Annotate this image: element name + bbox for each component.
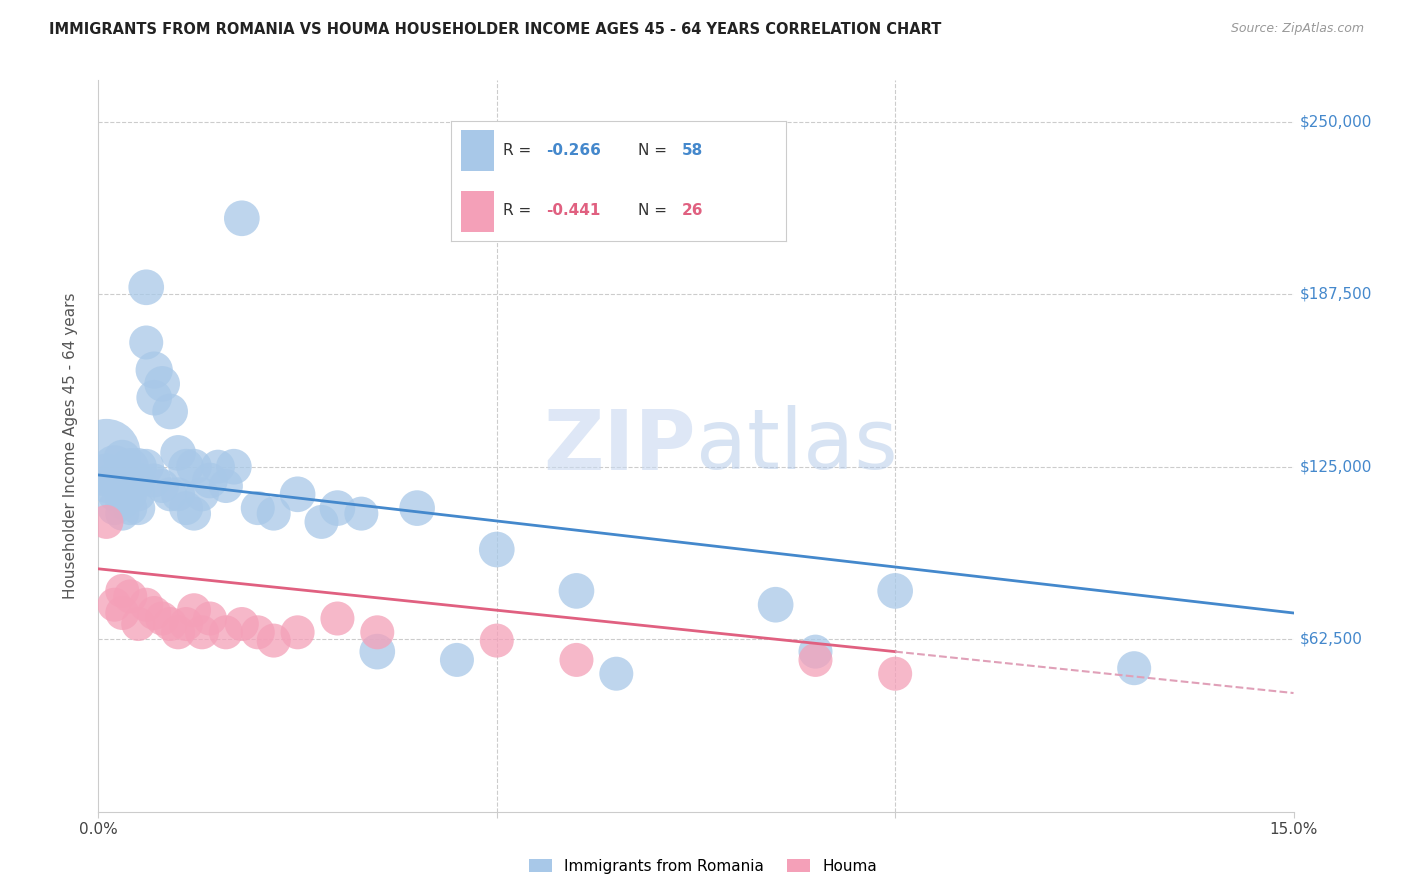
- Text: $125,000: $125,000: [1299, 459, 1372, 475]
- Point: [103, 487, 125, 501]
- Point: [120, 501, 142, 516]
- Point: [311, 515, 333, 529]
- Point: [263, 633, 285, 648]
- Point: [103, 459, 125, 474]
- Point: [198, 474, 221, 488]
- Point: [222, 459, 245, 474]
- Point: [127, 501, 149, 516]
- Point: [215, 625, 238, 640]
- Point: [406, 501, 429, 516]
- Point: [183, 507, 205, 521]
- Point: [159, 617, 181, 632]
- Point: [191, 487, 214, 501]
- Point: [605, 666, 627, 681]
- Point: [150, 376, 173, 391]
- Point: [127, 617, 149, 632]
- Point: [120, 487, 142, 501]
- Point: [884, 666, 907, 681]
- Point: [884, 583, 907, 598]
- Point: [150, 479, 173, 493]
- Point: [565, 653, 588, 667]
- Text: $250,000: $250,000: [1299, 114, 1372, 129]
- Point: [287, 487, 309, 501]
- Point: [127, 459, 149, 474]
- Point: [96, 467, 118, 482]
- Point: [350, 507, 373, 521]
- Point: [804, 645, 827, 659]
- Point: [127, 487, 149, 501]
- Point: [120, 474, 142, 488]
- Text: $62,500: $62,500: [1299, 632, 1362, 647]
- Point: [120, 459, 142, 474]
- Point: [143, 606, 166, 620]
- Point: [167, 625, 190, 640]
- Point: [103, 501, 125, 516]
- Point: [135, 598, 157, 612]
- Point: [366, 625, 388, 640]
- Point: [183, 459, 205, 474]
- Point: [135, 459, 157, 474]
- Point: [215, 479, 238, 493]
- Point: [231, 617, 253, 632]
- Text: $187,500: $187,500: [1299, 286, 1372, 301]
- Point: [198, 611, 221, 625]
- Point: [167, 446, 190, 460]
- Text: ZIP: ZIP: [544, 406, 696, 486]
- Point: [263, 507, 285, 521]
- Point: [103, 598, 125, 612]
- Text: IMMIGRANTS FROM ROMANIA VS HOUMA HOUSEHOLDER INCOME AGES 45 - 64 YEARS CORRELATI: IMMIGRANTS FROM ROMANIA VS HOUMA HOUSEHO…: [49, 22, 942, 37]
- Point: [167, 487, 190, 501]
- Point: [287, 625, 309, 640]
- Point: [485, 633, 508, 648]
- Point: [135, 335, 157, 350]
- Y-axis label: Householder Income Ages 45 - 64 years: Householder Income Ages 45 - 64 years: [63, 293, 77, 599]
- Point: [111, 467, 134, 482]
- Point: [150, 611, 173, 625]
- Point: [159, 487, 181, 501]
- Point: [111, 606, 134, 620]
- Point: [326, 501, 349, 516]
- Point: [1123, 661, 1146, 675]
- Point: [246, 501, 269, 516]
- Point: [120, 590, 142, 604]
- Point: [111, 451, 134, 466]
- Point: [143, 474, 166, 488]
- Point: [96, 479, 118, 493]
- Point: [174, 501, 197, 516]
- Point: [103, 474, 125, 488]
- Text: atlas: atlas: [696, 406, 897, 486]
- Point: [111, 479, 134, 493]
- Point: [174, 617, 197, 632]
- Point: [96, 446, 118, 460]
- Point: [207, 459, 229, 474]
- Point: [231, 211, 253, 226]
- Point: [326, 611, 349, 625]
- Point: [159, 404, 181, 418]
- Point: [804, 653, 827, 667]
- Point: [135, 280, 157, 294]
- Point: [96, 515, 118, 529]
- Text: Source: ZipAtlas.com: Source: ZipAtlas.com: [1230, 22, 1364, 36]
- Point: [183, 603, 205, 617]
- Point: [765, 598, 787, 612]
- Point: [111, 583, 134, 598]
- Point: [565, 583, 588, 598]
- Point: [174, 459, 197, 474]
- Point: [143, 363, 166, 377]
- Point: [485, 542, 508, 557]
- Point: [111, 507, 134, 521]
- Point: [366, 645, 388, 659]
- Point: [191, 625, 214, 640]
- Point: [246, 625, 269, 640]
- Point: [111, 495, 134, 509]
- Legend: Immigrants from Romania, Houma: Immigrants from Romania, Houma: [523, 853, 883, 880]
- Point: [127, 474, 149, 488]
- Point: [143, 391, 166, 405]
- Point: [446, 653, 468, 667]
